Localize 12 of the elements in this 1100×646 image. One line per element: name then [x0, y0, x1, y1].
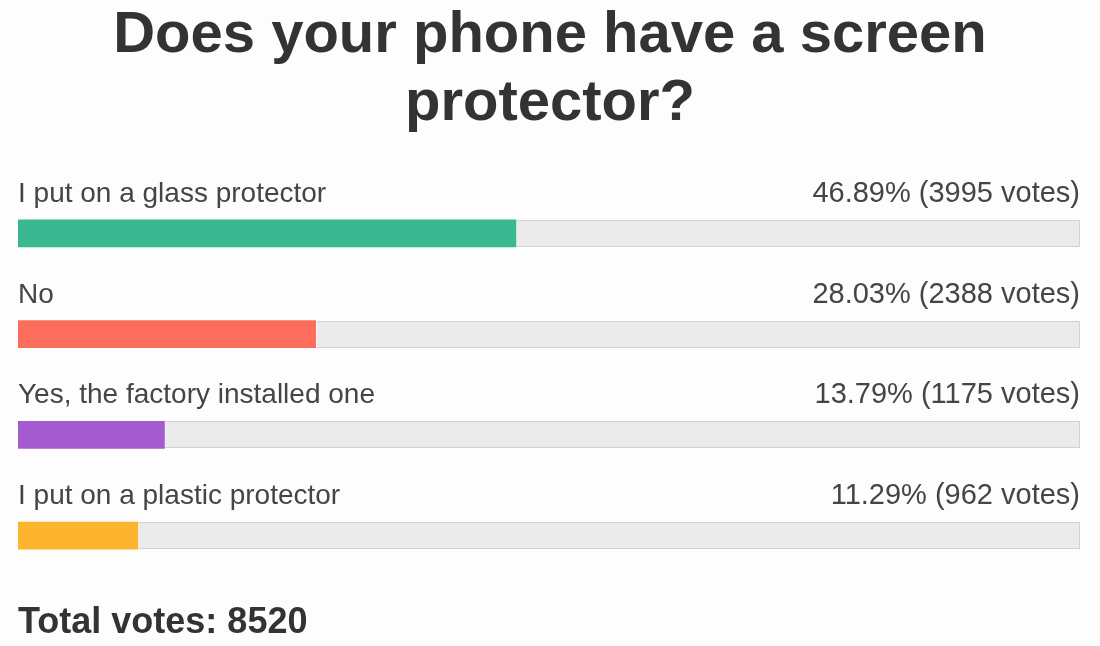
text: Total votes: 8520 [18, 600, 308, 642]
bar [18, 521, 139, 550]
bar [18, 421, 165, 449]
y-tick-label: I put on a plastic protector [18, 479, 341, 511]
data-label: 28.03% (2388 votes) [812, 276, 1080, 309]
data-label: 46.89% (3995 votes) [812, 175, 1080, 208]
y-tick-label: I put on a glass protector [18, 176, 327, 208]
y-tick-label: No [18, 277, 54, 309]
data-label: 13.79% (1175 votes) [814, 377, 1080, 410]
data-label: 11.29% (962 votes) [830, 478, 1080, 511]
chart-title: Does your phone have a screen protector? [112, 0, 988, 134]
y-tick-label: Yes, the factory installed one [18, 378, 375, 410]
